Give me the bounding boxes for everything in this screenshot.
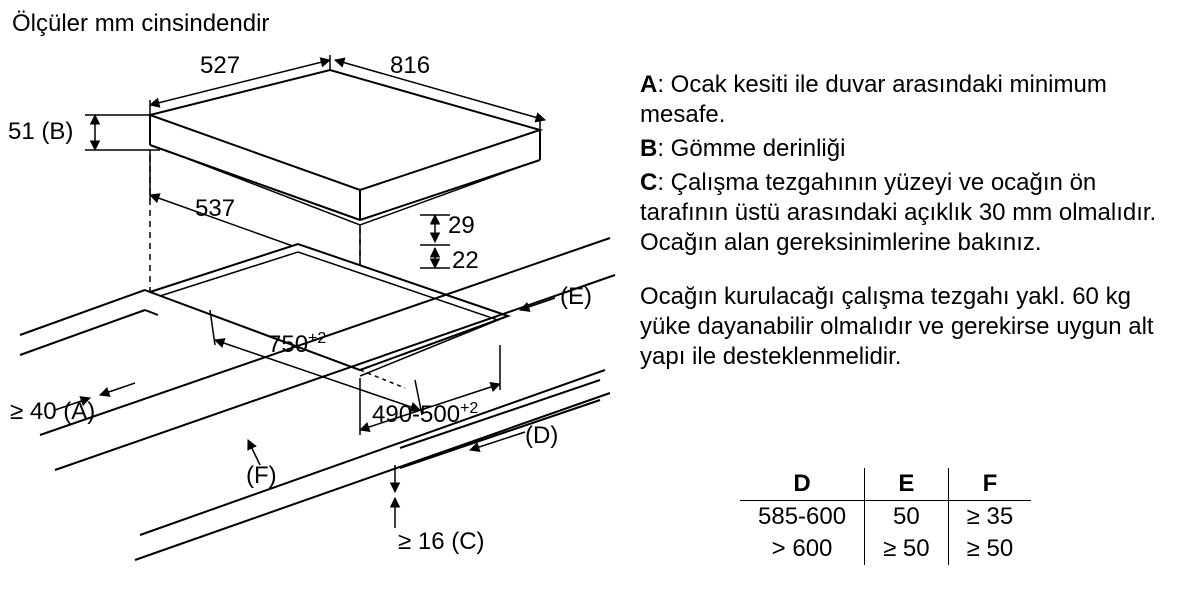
dim-51b: 51 (B) <box>8 118 73 146</box>
label-a: ≥ 40 (A) <box>10 398 95 426</box>
desc-a: A: Ocak kesiti ile duvar arasındaki mini… <box>640 70 1180 130</box>
table-row: > 600 ≥ 50 ≥ 50 <box>740 533 1031 565</box>
description-panel: A: Ocak kesiti ile duvar arasındaki mini… <box>640 70 1180 372</box>
dim-490: 490-500+2 <box>372 400 478 429</box>
dim-22: 22 <box>452 247 479 275</box>
th-d: D <box>740 468 865 501</box>
label-f: (F) <box>246 462 277 490</box>
technical-diagram <box>0 0 620 600</box>
label-c: ≥ 16 (C) <box>398 528 485 556</box>
label-d: (D) <box>525 422 558 450</box>
th-e: E <box>865 468 949 501</box>
dim-750: 750+2 <box>268 330 326 359</box>
dim-29: 29 <box>448 212 475 240</box>
th-f: F <box>948 468 1031 501</box>
table-row: 585-600 50 ≥ 35 <box>740 501 1031 534</box>
def-table: D E F 585-600 50 ≥ 35 > 600 ≥ 50 ≥ 50 <box>740 468 1031 565</box>
worktop-note: Ocağın kurulacağı çalışma tezgahı yakl. … <box>640 282 1180 372</box>
desc-b: B: Gömme derinliği <box>640 134 1180 164</box>
dim-816: 816 <box>390 52 430 80</box>
dim-537: 537 <box>195 195 235 223</box>
label-e: (E) <box>560 283 592 311</box>
dim-527: 527 <box>200 52 240 80</box>
desc-c: C: Çalışma tezgahının yüzeyi ve ocağın ö… <box>640 168 1180 258</box>
